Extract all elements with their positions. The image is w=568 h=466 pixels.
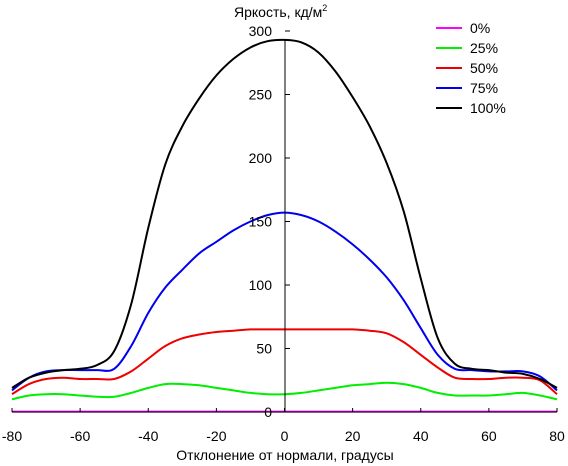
- x-tick-label: -60: [70, 428, 90, 444]
- y-tick-label: 50: [256, 341, 272, 357]
- x-axis-title: Отклонение от нормали, градусы: [176, 447, 393, 463]
- y-tick-label: 250: [249, 87, 273, 103]
- legend: 0% 25% 50% 75% 100%: [436, 20, 506, 116]
- y-tick-label: 200: [249, 150, 273, 166]
- y-axis-title: Яркость, кд/м2: [234, 3, 327, 20]
- ticks-layer: -80 -60 -40 -20 0 20 40 60 80 0 50 100 150 200 250 300: [2, 23, 565, 444]
- x-tick-label: 0: [281, 428, 289, 444]
- y-tick-label: 300: [249, 23, 273, 39]
- legend-label: 75%: [470, 80, 498, 96]
- x-tick-label: 20: [345, 428, 361, 444]
- y-axis-title-superscript: 2: [322, 3, 327, 13]
- x-tick-label: -40: [138, 428, 158, 444]
- x-tick-label: -80: [2, 428, 22, 444]
- legend-label: 25%: [470, 40, 498, 56]
- y-tick-label: 0: [264, 404, 272, 420]
- x-tick-label: 60: [481, 428, 497, 444]
- legend-label: 0%: [470, 20, 490, 36]
- y-axis-title-main: Яркость, кд/м: [234, 4, 322, 20]
- y-tick-label: 100: [249, 277, 273, 293]
- legend-label: 50%: [470, 60, 498, 76]
- x-tick-label: 80: [549, 428, 565, 444]
- y-tick-label: 150: [249, 214, 273, 230]
- x-tick-label: 40: [413, 428, 429, 444]
- series-line-100-percent: [11, 38, 558, 389]
- legend-label: 100%: [470, 100, 506, 116]
- x-tick-label: -20: [206, 428, 226, 444]
